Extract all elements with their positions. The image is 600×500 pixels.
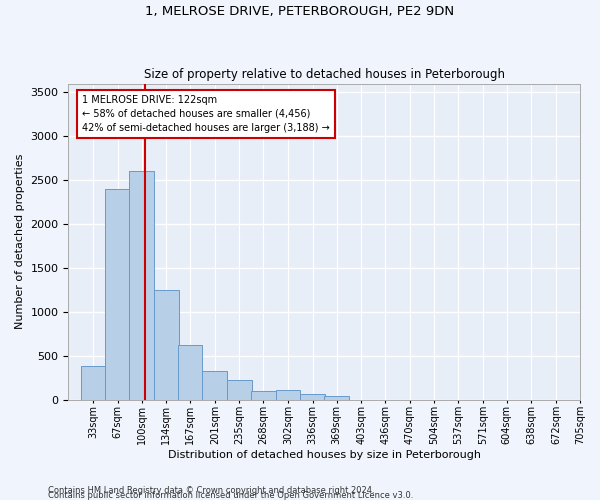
Bar xyxy=(324,396,349,400)
Bar xyxy=(178,345,202,400)
Title: Size of property relative to detached houses in Peterborough: Size of property relative to detached ho… xyxy=(144,68,505,81)
Bar xyxy=(154,290,179,400)
Y-axis label: Number of detached properties: Number of detached properties xyxy=(15,154,25,329)
Bar xyxy=(106,189,130,400)
Bar xyxy=(275,390,300,400)
Bar xyxy=(81,366,106,400)
Bar xyxy=(227,380,252,400)
Text: 1 MELROSE DRIVE: 122sqm
← 58% of detached houses are smaller (4,456)
42% of semi: 1 MELROSE DRIVE: 122sqm ← 58% of detache… xyxy=(82,95,330,133)
Bar xyxy=(251,390,275,400)
X-axis label: Distribution of detached houses by size in Peterborough: Distribution of detached houses by size … xyxy=(168,450,481,460)
Bar xyxy=(300,394,325,400)
Bar xyxy=(202,370,227,400)
Bar xyxy=(129,172,154,400)
Text: Contains HM Land Registry data © Crown copyright and database right 2024.: Contains HM Land Registry data © Crown c… xyxy=(48,486,374,495)
Text: 1, MELROSE DRIVE, PETERBOROUGH, PE2 9DN: 1, MELROSE DRIVE, PETERBOROUGH, PE2 9DN xyxy=(145,5,455,18)
Text: Contains public sector information licensed under the Open Government Licence v3: Contains public sector information licen… xyxy=(48,491,413,500)
